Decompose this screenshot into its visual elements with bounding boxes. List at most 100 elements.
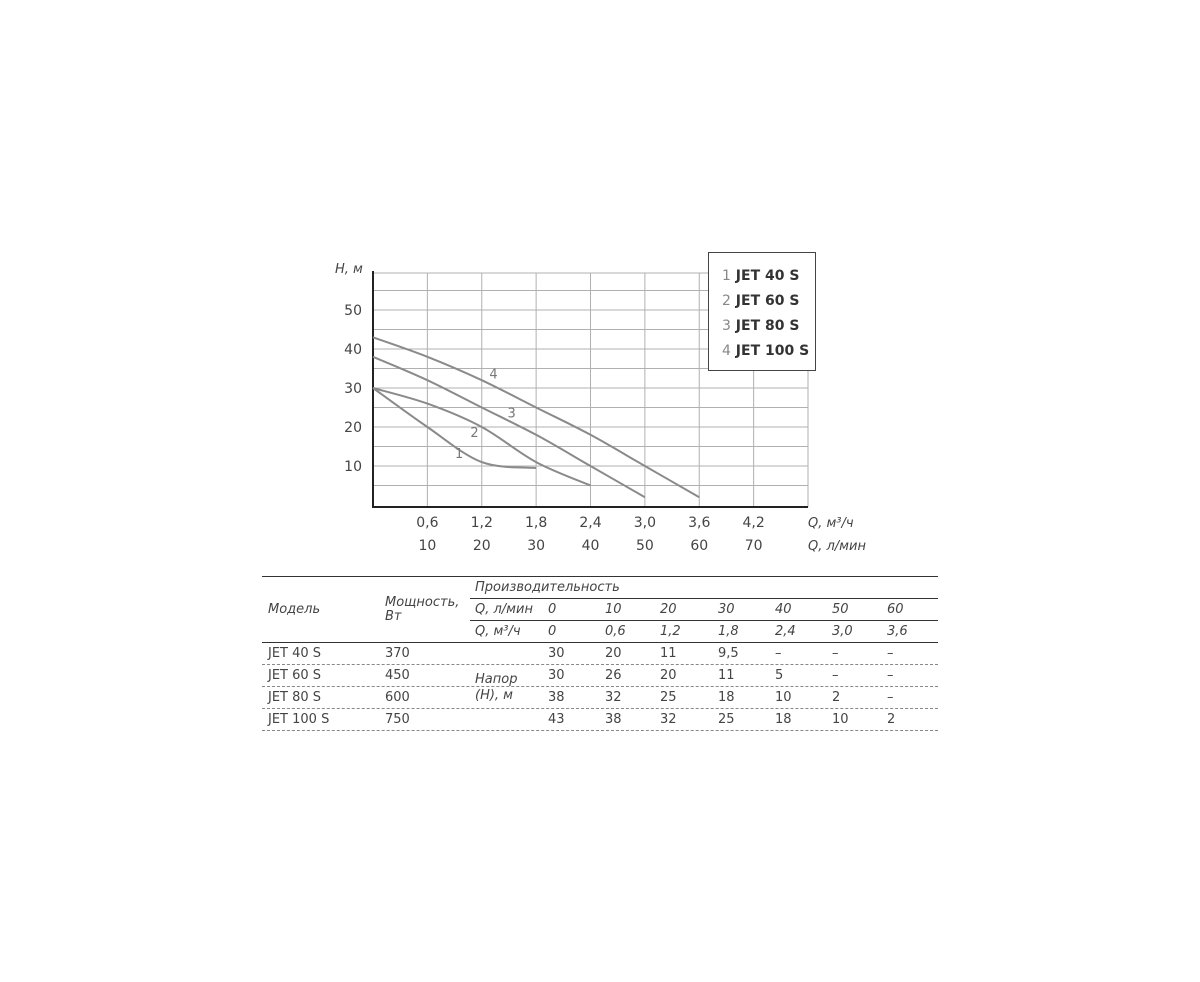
x-tick-label-lmin: 70 — [745, 538, 763, 554]
x-tick-label-m3h: 3,6 — [688, 515, 710, 531]
q-lmin-value: 50 — [832, 602, 849, 617]
row-power: 450 — [385, 668, 410, 683]
y-tick-label: 50 — [344, 303, 362, 319]
series-line-4 — [372, 336, 700, 499]
header-performance: Производительность — [475, 580, 620, 595]
table-rule — [470, 598, 938, 599]
x-axis-label-lmin: Q, л/мин — [808, 539, 866, 554]
row-head-value: 26 — [605, 668, 622, 683]
y-tick-label: 20 — [344, 420, 362, 436]
row-head-value: 9,5 — [718, 646, 739, 661]
series-line-2 — [372, 387, 591, 487]
row-head-value: – — [775, 646, 782, 661]
row-head-value: 38 — [548, 690, 565, 705]
row-head-value: 18 — [775, 712, 792, 727]
legend-item: 2 JET 60 S — [722, 289, 815, 314]
legend-label: JET 80 S — [735, 318, 800, 334]
table-rule — [262, 642, 938, 643]
legend-item: 1 JET 40 S — [722, 264, 815, 289]
table-rule — [262, 664, 938, 665]
row-head-value: 25 — [718, 712, 735, 727]
x-tick-label-m3h: 1,8 — [525, 515, 547, 531]
legend-label: JET 60 S — [735, 293, 800, 309]
y-tick-label: 10 — [344, 459, 362, 475]
x-tick-label-m3h: 0,6 — [416, 515, 438, 531]
row-head-value: 2 — [887, 712, 896, 727]
header-power: Мощность, Вт — [385, 595, 460, 624]
x-tick-label-m3h: 3,0 — [634, 515, 656, 531]
q-lmin-value: 40 — [775, 602, 792, 617]
row-head-value: – — [832, 668, 839, 683]
row-model: JET 80 S — [268, 690, 322, 705]
legend-item: 4 JET 100 S — [722, 339, 815, 364]
row-head-value: 30 — [548, 646, 565, 661]
row-head-value: 25 — [660, 690, 677, 705]
row-head-value: – — [887, 668, 894, 683]
table-rule — [470, 620, 938, 621]
row-head-value: – — [887, 690, 894, 705]
row-head-value: 32 — [660, 712, 677, 727]
q-lmin-value: 0 — [548, 602, 557, 617]
legend-number: 1 — [722, 268, 731, 284]
table-rule — [262, 686, 938, 687]
row-model: JET 40 S — [268, 646, 322, 661]
q-m3h-value: 3,0 — [832, 624, 853, 639]
x-tick-label-lmin: 40 — [582, 538, 600, 554]
table-rule — [262, 730, 938, 731]
legend-label: JET 40 S — [735, 268, 800, 284]
q-m3h-value: 0,6 — [605, 624, 626, 639]
header-model: Модель — [268, 602, 321, 617]
row-head-value: – — [832, 646, 839, 661]
q-m3h-value: 2,4 — [775, 624, 796, 639]
y-tick-label: 30 — [344, 381, 362, 397]
q-lmin-value: 30 — [718, 602, 735, 617]
header-q-m3h: Q, м³/ч — [475, 624, 521, 639]
x-axis-label-m3h: Q, м³/ч — [808, 516, 854, 531]
legend-number: 4 — [722, 343, 731, 359]
table-rule — [262, 708, 938, 709]
y-axis-label: H, м — [335, 262, 363, 277]
legend-number: 2 — [722, 293, 731, 309]
header-q-lmin: Q, л/мин — [475, 602, 533, 617]
row-head-value: 10 — [832, 712, 849, 727]
row-head-value: 2 — [832, 690, 841, 705]
x-tick-label-lmin: 30 — [527, 538, 545, 554]
y-tick-label: 40 — [344, 342, 362, 358]
q-lmin-value: 10 — [605, 602, 622, 617]
table-rule — [262, 576, 938, 577]
x-tick-label-m3h: 4,2 — [742, 515, 764, 531]
q-m3h-value: 1,2 — [660, 624, 681, 639]
x-tick-label-lmin: 50 — [636, 538, 654, 554]
row-head-value: 11 — [718, 668, 735, 683]
row-head-value: 38 — [605, 712, 622, 727]
q-lmin-value: 20 — [660, 602, 677, 617]
x-tick-label-m3h: 1,2 — [471, 515, 493, 531]
q-m3h-value: 3,6 — [887, 624, 908, 639]
series-line-1 — [372, 387, 537, 469]
legend-number: 3 — [722, 318, 731, 334]
series-label-3: 3 — [508, 406, 516, 421]
series-label-2: 2 — [470, 426, 478, 441]
row-model: JET 60 S — [268, 668, 322, 683]
series-label-4: 4 — [489, 367, 497, 382]
row-head-value: 5 — [775, 668, 784, 683]
series-line-3 — [372, 355, 646, 499]
x-tick-label-m3h: 2,4 — [579, 515, 601, 531]
x-tick-label-lmin: 10 — [418, 538, 436, 554]
q-m3h-value: 1,8 — [718, 624, 739, 639]
row-head-value: 18 — [718, 690, 735, 705]
row-head-value: 30 — [548, 668, 565, 683]
row-power: 370 — [385, 646, 410, 661]
row-head-value: 20 — [605, 646, 622, 661]
legend-label: JET 100 S — [735, 343, 810, 359]
row-power: 600 — [385, 690, 410, 705]
q-lmin-value: 60 — [887, 602, 904, 617]
row-head-value: 20 — [660, 668, 677, 683]
row-head-value: 10 — [775, 690, 792, 705]
head-label: Напор (Н), м — [475, 672, 518, 703]
x-tick-label-lmin: 20 — [473, 538, 491, 554]
row-head-value: 32 — [605, 690, 622, 705]
row-head-value: 11 — [660, 646, 677, 661]
